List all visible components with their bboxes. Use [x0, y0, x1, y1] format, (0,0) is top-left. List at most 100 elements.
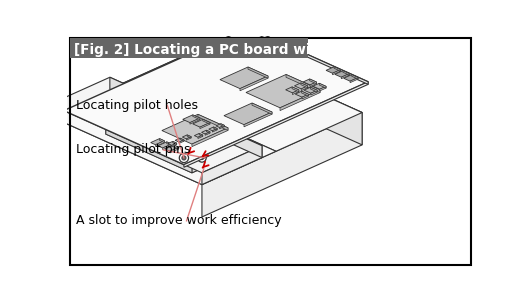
Polygon shape — [162, 114, 228, 144]
Polygon shape — [182, 135, 191, 139]
Polygon shape — [193, 119, 210, 127]
Polygon shape — [213, 127, 217, 130]
Polygon shape — [151, 139, 164, 145]
Polygon shape — [192, 138, 246, 173]
Polygon shape — [50, 44, 362, 184]
Polygon shape — [224, 103, 272, 125]
Polygon shape — [301, 83, 308, 88]
Circle shape — [182, 156, 186, 160]
Polygon shape — [194, 134, 203, 137]
Polygon shape — [162, 127, 250, 166]
Polygon shape — [344, 75, 358, 81]
Bar — [70, 38, 308, 58]
Polygon shape — [310, 82, 316, 87]
Polygon shape — [199, 134, 203, 136]
Polygon shape — [172, 143, 177, 147]
Polygon shape — [248, 67, 268, 78]
Polygon shape — [320, 86, 326, 91]
Polygon shape — [158, 142, 171, 148]
Polygon shape — [106, 99, 160, 134]
Polygon shape — [183, 115, 200, 123]
Circle shape — [244, 38, 252, 46]
Polygon shape — [190, 118, 200, 124]
Polygon shape — [244, 112, 272, 127]
Polygon shape — [202, 112, 362, 217]
Polygon shape — [210, 127, 250, 158]
Polygon shape — [193, 115, 200, 120]
Polygon shape — [168, 141, 177, 145]
Polygon shape — [295, 83, 308, 89]
Circle shape — [247, 40, 249, 43]
Polygon shape — [180, 138, 184, 141]
Polygon shape — [200, 123, 210, 129]
Polygon shape — [173, 141, 177, 145]
Polygon shape — [70, 83, 160, 123]
Polygon shape — [304, 87, 317, 93]
Polygon shape — [343, 71, 349, 75]
Polygon shape — [184, 82, 368, 167]
Polygon shape — [220, 67, 268, 88]
Polygon shape — [301, 91, 308, 96]
Polygon shape — [303, 79, 316, 85]
Polygon shape — [220, 125, 225, 129]
Polygon shape — [292, 87, 299, 92]
Polygon shape — [246, 74, 320, 108]
Polygon shape — [160, 99, 246, 148]
Polygon shape — [198, 135, 203, 139]
Polygon shape — [295, 91, 308, 97]
Polygon shape — [286, 74, 320, 93]
Polygon shape — [301, 86, 308, 91]
Polygon shape — [216, 124, 225, 128]
Polygon shape — [179, 140, 184, 143]
Circle shape — [198, 154, 206, 162]
Polygon shape — [286, 87, 299, 93]
Polygon shape — [203, 119, 210, 124]
Polygon shape — [174, 145, 179, 149]
Polygon shape — [248, 28, 368, 84]
Polygon shape — [333, 70, 340, 75]
Polygon shape — [175, 138, 184, 142]
Polygon shape — [334, 67, 340, 71]
Text: [Fig. 2] Locating a PC board with pilot holes: [Fig. 2] Locating a PC board with pilot … — [74, 43, 413, 57]
Polygon shape — [209, 127, 217, 131]
Polygon shape — [187, 135, 191, 138]
Polygon shape — [202, 145, 250, 179]
Polygon shape — [50, 107, 222, 184]
Polygon shape — [292, 90, 299, 94]
Polygon shape — [167, 142, 171, 146]
Circle shape — [200, 156, 203, 159]
Polygon shape — [110, 77, 262, 158]
Polygon shape — [352, 75, 358, 79]
Polygon shape — [335, 71, 349, 77]
Polygon shape — [234, 46, 322, 86]
Text: A slot to improve work efficiency: A slot to improve work efficiency — [76, 214, 282, 227]
Polygon shape — [106, 123, 192, 173]
Polygon shape — [192, 138, 276, 176]
Polygon shape — [201, 130, 210, 134]
Polygon shape — [192, 128, 228, 147]
Polygon shape — [124, 44, 362, 151]
Polygon shape — [50, 77, 262, 173]
Polygon shape — [155, 141, 164, 146]
Polygon shape — [221, 124, 225, 127]
Polygon shape — [240, 76, 268, 91]
Polygon shape — [160, 139, 164, 142]
Polygon shape — [252, 103, 272, 114]
Polygon shape — [210, 44, 362, 145]
Polygon shape — [212, 129, 217, 132]
Polygon shape — [302, 94, 308, 99]
Polygon shape — [341, 74, 349, 79]
Circle shape — [214, 54, 222, 62]
Polygon shape — [310, 79, 316, 84]
Polygon shape — [64, 28, 368, 165]
Text: Locating pilot holes: Locating pilot holes — [76, 99, 199, 112]
Text: Locating pilot pins: Locating pilot pins — [76, 143, 191, 157]
Polygon shape — [165, 145, 179, 151]
Polygon shape — [163, 144, 171, 150]
Polygon shape — [326, 67, 340, 73]
Polygon shape — [207, 130, 210, 133]
Polygon shape — [106, 110, 246, 173]
Polygon shape — [280, 90, 320, 111]
Polygon shape — [202, 146, 262, 184]
Circle shape — [179, 153, 189, 163]
